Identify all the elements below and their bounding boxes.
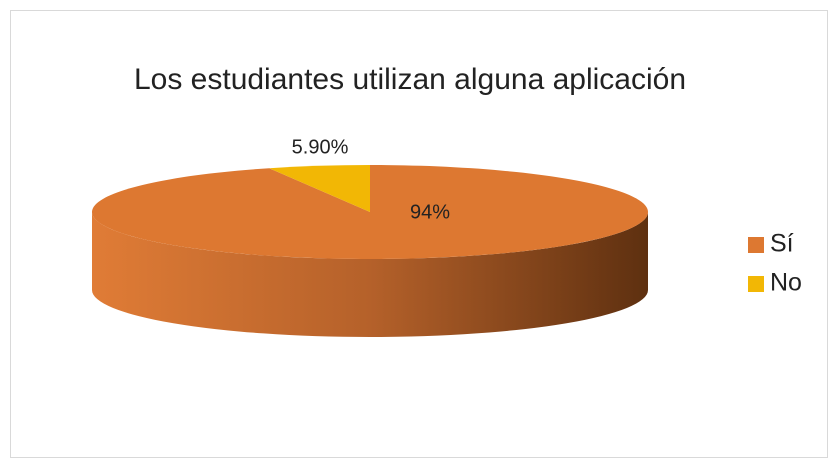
pie-slice [91, 165, 648, 259]
data-label: 5.90% [292, 136, 349, 158]
data-label: 94% [410, 201, 450, 223]
legend-swatch [748, 276, 764, 292]
pie-side [92, 212, 648, 337]
legend-label: Sí [770, 230, 794, 258]
legend-label: No [770, 269, 802, 297]
pie-slice [269, 165, 370, 212]
legend-swatch [748, 237, 764, 253]
chart-title: Los estudiantes utilizan alguna aplicaci… [134, 63, 686, 96]
